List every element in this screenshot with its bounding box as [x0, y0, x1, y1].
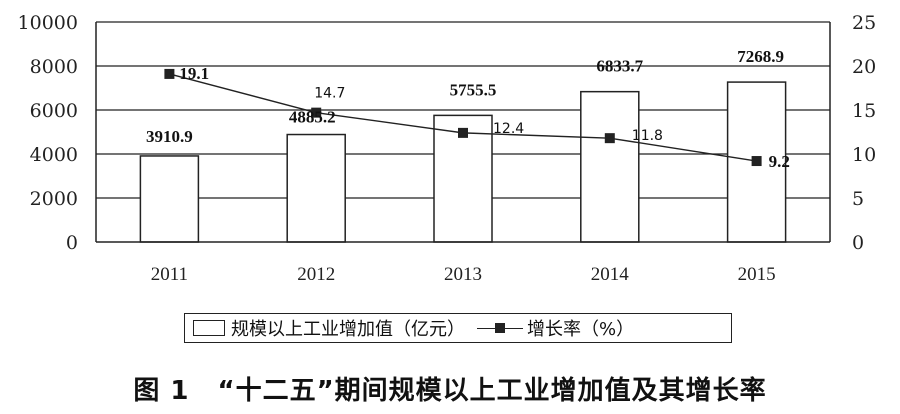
legend-bar-label: 规模以上工业增加值（亿元） — [231, 319, 465, 340]
bar-value-label: 6833.7 — [596, 57, 643, 76]
y-right-tick-label: 20 — [852, 56, 876, 78]
y-left-tick-label: 4000 — [30, 144, 78, 166]
y-right-tick-label: 5 — [852, 188, 864, 210]
growth-rate-label: 14.7 — [314, 86, 345, 102]
x-tick-label: 2012 — [297, 264, 335, 285]
legend: 规模以上工业增加值（亿元） 增长率（%） — [184, 313, 732, 343]
legend-line-label: 增长率（%） — [527, 319, 635, 340]
growth-rate-label: 19.1 — [179, 64, 209, 83]
x-tick-label: 2011 — [151, 264, 188, 285]
bar — [286, 133, 346, 243]
bar — [139, 155, 200, 243]
data-labels: 3910.9 4885.2 5755.5 6833.7 7268.9 19.1 14.7 12… — [146, 47, 790, 171]
bars — [139, 81, 787, 243]
y-right-tick-label: 15 — [852, 100, 876, 122]
growth-rate-marker — [751, 156, 762, 167]
legend-bar-swatch — [193, 320, 225, 336]
figure-number: 图 1 — [133, 376, 190, 406]
figure-title: “十二五”期间规模以上工业增加值及其增长率 — [217, 376, 767, 406]
figure-caption: 图 1 “十二五”期间规模以上工业增加值及其增长率 — [0, 370, 900, 407]
y-left-tick-label: 6000 — [30, 100, 78, 122]
growth-rate-label: 12.4 — [493, 121, 524, 137]
growth-rate-marker — [458, 127, 468, 138]
bar — [580, 90, 640, 243]
growth-rate-marker — [311, 107, 322, 118]
x-tick-label: 2013 — [444, 264, 482, 285]
y-right-tick-label: 10 — [852, 144, 876, 166]
y-right-tick-label: 25 — [852, 12, 876, 34]
bar-value-label: 4885.2 — [289, 108, 336, 127]
bar-value-label: 5755.5 — [450, 80, 497, 99]
growth-rate-marker — [604, 133, 615, 144]
chart: 0 2000 4000 6000 8000 10000 0 5 10 15 20 25 2011 2012… — [18, 12, 877, 285]
x-tick-label: 2015 — [738, 264, 776, 285]
bar-value-label: 3910.9 — [146, 127, 193, 146]
y-left-tick-label: 8000 — [30, 56, 78, 78]
bar-value-label: 7268.9 — [737, 47, 784, 66]
axes: 0 2000 4000 6000 8000 10000 0 5 10 15 20 25 2011 2012… — [18, 12, 877, 285]
growth-rate-label: 9.2 — [769, 152, 790, 171]
y-left-tick-label: 0 — [66, 232, 78, 254]
growth-rate-line — [164, 68, 762, 167]
growth-rate-marker — [164, 68, 175, 79]
x-tick-label: 2014 — [591, 264, 630, 285]
growth-rate-label: 11.8 — [632, 128, 663, 144]
legend-line-swatch — [477, 321, 523, 335]
y-left-tick-label: 2000 — [30, 188, 78, 210]
y-left-tick-label: 10000 — [18, 12, 78, 34]
y-right-tick-label: 0 — [852, 232, 864, 254]
